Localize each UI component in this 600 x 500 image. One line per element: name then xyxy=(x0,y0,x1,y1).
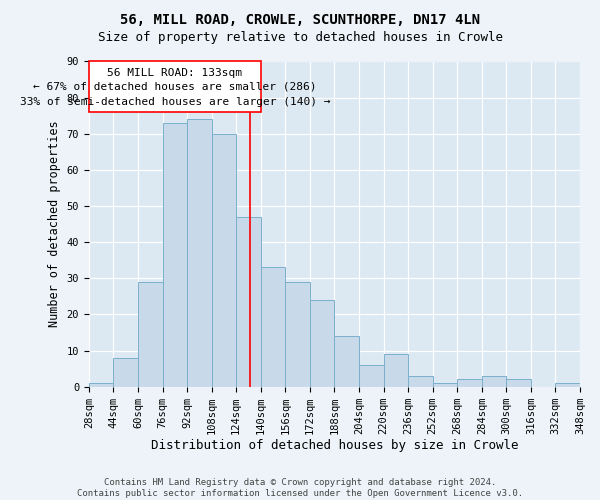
Text: Contains HM Land Registry data © Crown copyright and database right 2024.
Contai: Contains HM Land Registry data © Crown c… xyxy=(77,478,523,498)
Y-axis label: Number of detached properties: Number of detached properties xyxy=(48,121,61,328)
Bar xyxy=(383,354,408,386)
Bar xyxy=(334,336,359,386)
Bar xyxy=(556,383,580,386)
Bar xyxy=(433,383,457,386)
Bar xyxy=(138,282,163,387)
Bar xyxy=(359,365,383,386)
Text: 33% of semi-detached houses are larger (140) →: 33% of semi-detached houses are larger (… xyxy=(20,97,330,107)
Bar xyxy=(261,268,286,386)
Bar xyxy=(482,376,506,386)
Bar xyxy=(236,217,261,386)
Text: Size of property relative to detached houses in Crowle: Size of property relative to detached ho… xyxy=(97,31,503,44)
Text: 56 MILL ROAD: 133sqm: 56 MILL ROAD: 133sqm xyxy=(107,68,242,78)
X-axis label: Distribution of detached houses by size in Crowle: Distribution of detached houses by size … xyxy=(151,440,518,452)
Bar xyxy=(506,380,531,386)
Bar xyxy=(187,120,212,386)
Bar xyxy=(457,380,482,386)
Bar xyxy=(212,134,236,386)
Bar xyxy=(408,376,433,386)
Bar xyxy=(163,123,187,386)
Text: 56, MILL ROAD, CROWLE, SCUNTHORPE, DN17 4LN: 56, MILL ROAD, CROWLE, SCUNTHORPE, DN17 … xyxy=(120,12,480,26)
Bar xyxy=(89,383,113,386)
Bar xyxy=(310,300,334,386)
Text: ← 67% of detached houses are smaller (286): ← 67% of detached houses are smaller (28… xyxy=(33,82,317,92)
Bar xyxy=(286,282,310,387)
Bar xyxy=(113,358,138,386)
FancyBboxPatch shape xyxy=(89,62,261,112)
